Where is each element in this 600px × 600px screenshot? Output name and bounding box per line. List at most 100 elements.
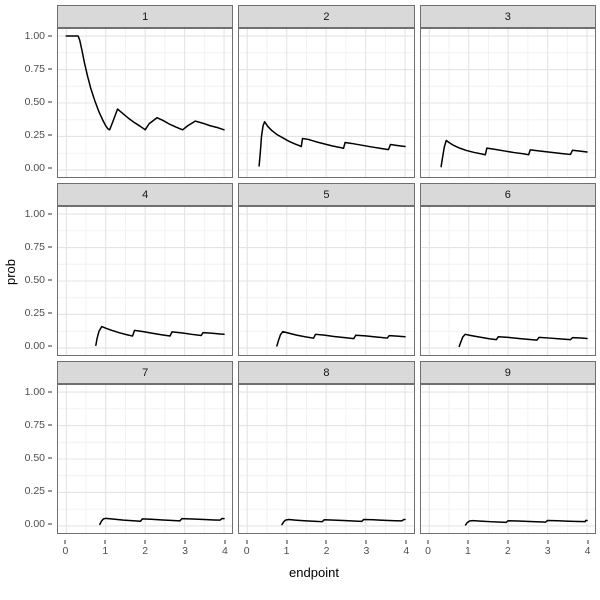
- facet-plot-area-5: [239, 207, 413, 355]
- facet-plot-area-8: [239, 385, 413, 533]
- facet-panel-5: [238, 206, 415, 356]
- facet-1: 1: [57, 5, 234, 178]
- facet-row: 1.00 0.75 0.50 0.25 0.00 1 2 3: [20, 5, 596, 178]
- y-tick-label: 1.00: [24, 29, 45, 42]
- y-tick-label: 0.00: [24, 518, 45, 531]
- y-tick-label: 0.00: [24, 162, 45, 175]
- facet-strip-3: 3: [419, 5, 596, 28]
- y-tick-mark: [48, 345, 52, 347]
- y-tick-label: 0.75: [24, 418, 45, 431]
- facet-strip-label: 3: [504, 10, 511, 23]
- y-tick-mark: [48, 424, 52, 426]
- x-tick-mark: [104, 540, 106, 544]
- x-tick-mark: [587, 540, 589, 544]
- y-axis-panel: 1.00 0.75 0.50 0.25 0.00: [20, 384, 52, 534]
- y-tick-mark: [48, 457, 52, 459]
- facet-strip-label: 1: [142, 10, 149, 23]
- facet-plot-area-4: [58, 207, 232, 355]
- x-tick-mark: [325, 540, 327, 544]
- x-axis-col-1: 0 1 2 3 4: [57, 540, 233, 559]
- facet-plot-area-2: [239, 29, 413, 177]
- y-tick-mark: [48, 167, 52, 169]
- y-tick-mark: [48, 213, 52, 215]
- y-axis-title: prob: [3, 258, 18, 286]
- x-tick-mark: [547, 540, 549, 544]
- y-tick-label: 0.75: [24, 62, 45, 75]
- prob-line-8: [282, 520, 405, 525]
- y-tick-mark: [48, 279, 52, 281]
- facet-plot-area-6: [421, 207, 595, 355]
- y-axis-gutter: 1.00 0.75 0.50 0.25 0.00: [20, 361, 52, 534]
- x-tick-label: 1: [102, 545, 109, 557]
- facet-panel-8: [238, 384, 415, 534]
- prob-line-1: [66, 36, 224, 130]
- prob-line-6: [459, 334, 587, 346]
- facet-strip-8: 8: [238, 361, 415, 384]
- y-tick-label: 0.75: [24, 240, 45, 253]
- facet-strip-label: 2: [323, 10, 330, 23]
- facet-6: 6: [419, 183, 596, 356]
- y-tick-label: 0.25: [24, 129, 45, 142]
- x-tick-label: 2: [323, 545, 330, 557]
- facet-2: 2: [238, 5, 415, 178]
- y-tick-mark: [48, 312, 52, 314]
- x-tick-mark: [144, 540, 146, 544]
- x-tick-label: 3: [544, 545, 551, 557]
- x-tick-label: 3: [363, 545, 370, 557]
- facet-strip-6: 6: [419, 183, 596, 206]
- facet-panel-4: [57, 206, 234, 356]
- facet-grid: 1.00 0.75 0.50 0.25 0.00 1 2 3 1.00 0.75 0.50 0.25 0…: [20, 5, 596, 559]
- y-tick-label: 0.50: [24, 274, 45, 286]
- facet-strip-label: 8: [323, 366, 330, 379]
- y-tick-label: 0.50: [24, 452, 45, 464]
- y-tick-mark: [48, 68, 52, 70]
- x-tick-label: 2: [142, 545, 149, 557]
- y-tick-mark: [48, 35, 52, 37]
- x-axis-spacer: [20, 540, 52, 559]
- x-tick-mark: [467, 540, 469, 544]
- facet-panel-1: [57, 28, 234, 178]
- x-axis-row: 0 1 2 3 4 0 1 2 3 4 0 1 2 3 4: [20, 540, 596, 559]
- x-tick-label: 1: [465, 545, 471, 557]
- x-tick-mark: [224, 540, 226, 544]
- facet-panel-6: [419, 206, 596, 356]
- facet-plot-area-3: [421, 29, 595, 177]
- x-tick-mark: [246, 540, 248, 544]
- facet-row: 1.00 0.75 0.50 0.25 0.00 7 8 9: [20, 361, 596, 534]
- facet-9: 9: [419, 361, 596, 534]
- facet-panel-2: [238, 28, 415, 178]
- x-tick-label: 0: [62, 545, 69, 557]
- facet-strip-label: 7: [142, 366, 149, 379]
- y-tick-label: 1.00: [24, 207, 45, 220]
- x-tick-mark: [365, 540, 367, 544]
- x-tick-label: 2: [504, 545, 511, 557]
- y-tick-mark: [48, 490, 52, 492]
- x-tick-mark: [405, 540, 407, 544]
- facet-5: 5: [238, 183, 415, 356]
- y-tick-label: 0.50: [24, 96, 45, 108]
- y-tick-label: 0.25: [24, 485, 45, 498]
- facet-strip-2: 2: [238, 5, 415, 28]
- x-tick-label: 0: [243, 545, 250, 557]
- facet-4: 4: [57, 183, 234, 356]
- facet-panel-7: [57, 384, 234, 534]
- facet-strip-4: 4: [57, 183, 234, 206]
- x-axis-col-2: 0 1 2 3 4: [238, 540, 414, 559]
- y-tick-mark: [48, 134, 52, 136]
- x-tick-mark: [507, 540, 509, 544]
- x-tick-label: 4: [403, 545, 410, 557]
- prob-line-9: [465, 520, 586, 525]
- y-tick-label: 0.00: [24, 340, 45, 353]
- facet-7: 7: [57, 361, 234, 534]
- y-axis-panel: 1.00 0.75 0.50 0.25 0.00: [20, 206, 52, 356]
- facet-strip-5: 5: [238, 183, 415, 206]
- facet-row: 1.00 0.75 0.50 0.25 0.00 4 5 6: [20, 183, 596, 356]
- facet-strip-label: 9: [504, 366, 511, 379]
- prob-line-4: [96, 327, 224, 346]
- x-axis-col-3: 0 1 2 3 4: [420, 540, 596, 559]
- facet-8: 8: [238, 361, 415, 534]
- x-tick-label: 0: [425, 545, 431, 557]
- prob-line-3: [441, 141, 587, 167]
- prob-line-5: [277, 332, 405, 346]
